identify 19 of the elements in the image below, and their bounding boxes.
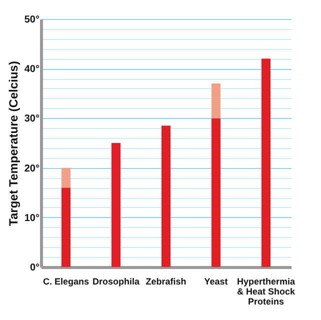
- x-tick-label: Yeast: [204, 276, 228, 286]
- y-tick-label: 50°: [24, 14, 40, 26]
- y-tick-label: 30°: [24, 114, 40, 125]
- y-axis-title: Target Temperature (Celcius): [6, 61, 20, 226]
- bar: [212, 83, 220, 118]
- x-tick-label: Zebrafish: [146, 276, 186, 286]
- x-tick-label: C. Elegans: [42, 276, 90, 286]
- bar: [62, 168, 70, 188]
- bar: [162, 126, 170, 267]
- y-tick-label: 0°: [30, 262, 40, 274]
- y-tick-label: 10°: [24, 212, 40, 224]
- x-tick-label: Hyperthermia & Heat Shock Proteins: [236, 276, 296, 306]
- bar: [112, 143, 120, 267]
- bar: [212, 118, 220, 267]
- y-tick-label: 20°: [24, 163, 40, 174]
- bar: [262, 58, 270, 267]
- y-tick-label: 40°: [24, 64, 40, 76]
- x-tick-label: Drosophila: [92, 276, 140, 286]
- bar: [62, 188, 70, 267]
